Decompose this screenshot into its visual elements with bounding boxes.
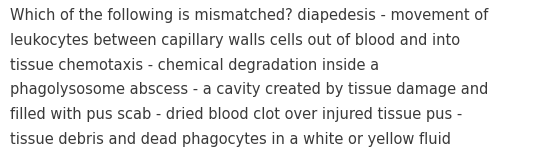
Text: filled with pus scab - dried blood clot over injured tissue pus -: filled with pus scab - dried blood clot … — [10, 107, 462, 122]
Text: Which of the following is mismatched? diapedesis - movement of: Which of the following is mismatched? di… — [10, 8, 488, 23]
Text: tissue debris and dead phagocytes in a white or yellow fluid: tissue debris and dead phagocytes in a w… — [10, 132, 451, 147]
Text: leukocytes between capillary walls cells out of blood and into: leukocytes between capillary walls cells… — [10, 33, 460, 48]
Text: tissue chemotaxis - chemical degradation inside a: tissue chemotaxis - chemical degradation… — [10, 58, 379, 73]
Text: phagolysosome abscess - a cavity created by tissue damage and: phagolysosome abscess - a cavity created… — [10, 82, 488, 98]
